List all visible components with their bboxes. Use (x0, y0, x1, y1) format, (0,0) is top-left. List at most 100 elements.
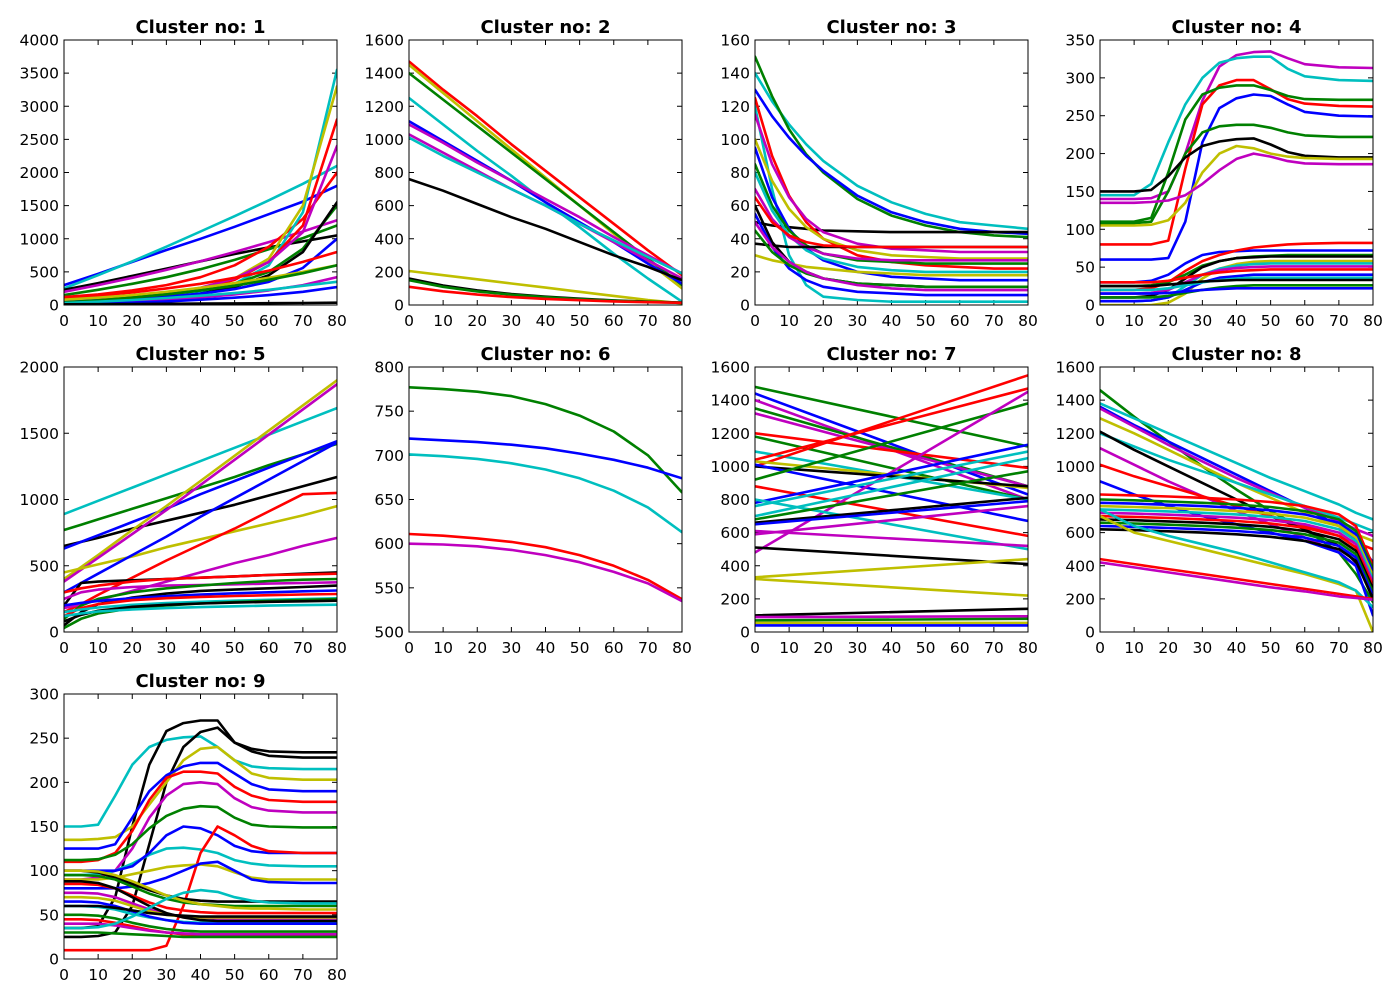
x-tick-label: 0 (750, 312, 760, 330)
x-tick-label: 60 (1295, 312, 1315, 330)
x-tick-label: 80 (1018, 639, 1038, 657)
x-tick-label: 20 (467, 312, 487, 330)
plot-area (64, 378, 337, 630)
series-line (64, 580, 337, 601)
x-tick-label: 20 (813, 312, 833, 330)
series-line (64, 263, 337, 304)
series-line (755, 607, 1028, 617)
series-line (755, 392, 1028, 496)
x-tick-label: 30 (1193, 312, 1213, 330)
series-line (1100, 137, 1373, 193)
y-tick-label: 800 (720, 491, 750, 509)
x-tick-label: 80 (672, 312, 692, 330)
series-line (755, 529, 1028, 548)
x-tick-label: 10 (433, 312, 453, 330)
x-tick-label: 60 (259, 966, 279, 984)
y-tick-label: 80 (730, 164, 750, 182)
series-line (64, 761, 337, 850)
series-line (755, 499, 1028, 526)
x-tick-label: 70 (293, 966, 313, 984)
y-tick-label: 2000 (20, 164, 59, 182)
x-tick-label: 70 (984, 312, 1004, 330)
x-tick-label: 40 (191, 966, 211, 984)
axes-frame (1099, 39, 1374, 306)
y-tick-label: 100 (29, 862, 59, 880)
series-line (1100, 152, 1373, 205)
x-tick-label: 20 (122, 966, 142, 984)
series-line (1100, 286, 1373, 295)
series-line (64, 726, 337, 939)
series-line (64, 592, 337, 618)
chart-panel-cluster-4: Cluster no: 4 0 10 20 30 40 50 60 70 80 0 50 100 150… (1065, 17, 1382, 330)
axes-frame (63, 366, 338, 633)
series-line (755, 196, 1028, 249)
y-tick-label: 1600 (365, 32, 404, 50)
series-line (755, 96, 1028, 270)
y-tick-label: 140 (720, 65, 750, 83)
series-line (409, 136, 682, 275)
axes-frame (754, 39, 1029, 306)
series-line (64, 572, 337, 594)
series-line (64, 825, 337, 873)
series-line (1100, 402, 1373, 521)
series-line (1100, 255, 1373, 299)
chart-panel-cluster-9: Cluster no: 9 0 10 20 30 40 50 60 70 80 0 50 100 150… (29, 671, 346, 984)
series-line (64, 869, 337, 911)
x-tick-label: 70 (293, 639, 313, 657)
series-line (755, 450, 1028, 508)
y-tick-label: 800 (374, 164, 404, 182)
x-tick-label: 0 (59, 312, 69, 330)
x-tick-label: 10 (88, 639, 108, 657)
plot-area (755, 373, 1028, 627)
plot-area (409, 60, 682, 305)
series-line (1100, 268, 1373, 284)
y-tick-label: 1500 (20, 425, 59, 443)
y-tick-label: 350 (1065, 32, 1095, 50)
plot-area (64, 719, 337, 952)
series-line (409, 60, 682, 277)
axis-ticks: 0 10 20 30 40 50 60 70 80 500 550 600 650 700 750 800 (374, 359, 691, 658)
y-tick-label: 0 (740, 297, 750, 315)
y-tick-label: 1400 (365, 65, 404, 83)
axis-ticks: 0 10 20 30 40 50 60 70 80 0 50 100 150 200 250 300 (29, 686, 346, 985)
series-line (755, 387, 1028, 462)
x-tick-label: 20 (1158, 312, 1178, 330)
y-tick-label: 150 (29, 818, 59, 836)
series-line (64, 804, 337, 862)
series-line (64, 888, 337, 930)
x-tick-label: 60 (604, 639, 624, 657)
chart-panel-cluster-1: Cluster no: 1 0 10 20 30 40 50 60 70 80 0 500 1000 1… (20, 17, 347, 330)
y-tick-label: 600 (374, 535, 404, 553)
series-line (1100, 84, 1373, 223)
axes-frame (754, 366, 1029, 633)
chart-panel-cluster-8: Cluster no: 8 0 10 20 30 40 50 60 70 80020040060… (1056, 344, 1383, 657)
series-line (409, 532, 682, 601)
x-tick-label: 30 (157, 966, 177, 984)
plot-area (755, 55, 1028, 304)
y-tick-label: 500 (374, 624, 404, 642)
x-tick-label: 80 (327, 639, 347, 657)
x-tick-label: 70 (1329, 639, 1349, 657)
y-tick-label: 3000 (20, 98, 59, 116)
chart-title: Cluster no: 1 (135, 17, 265, 38)
series-line (409, 177, 682, 282)
x-tick-label: 20 (1158, 639, 1178, 657)
series-line (755, 456, 1028, 518)
series-line (1100, 123, 1373, 225)
series-line (755, 229, 1028, 289)
x-tick-label: 60 (950, 639, 970, 657)
y-tick-label: 250 (1065, 107, 1095, 125)
x-tick-label: 80 (327, 312, 347, 330)
series-line (755, 469, 1028, 521)
y-tick-label: 1000 (365, 131, 404, 149)
x-tick-label: 10 (88, 966, 108, 984)
y-tick-label: 1000 (20, 491, 59, 509)
series-line (64, 280, 337, 305)
y-tick-label: 750 (374, 403, 404, 421)
y-tick-label: 1200 (1056, 425, 1095, 443)
y-tick-label: 0 (1085, 624, 1095, 642)
axis-ticks: 0 10 20 30 40 50 60 70 8002004006008001000120014… (365, 32, 692, 331)
series-line (1100, 511, 1373, 584)
x-tick-label: 0 (404, 312, 414, 330)
series-line (409, 437, 682, 480)
